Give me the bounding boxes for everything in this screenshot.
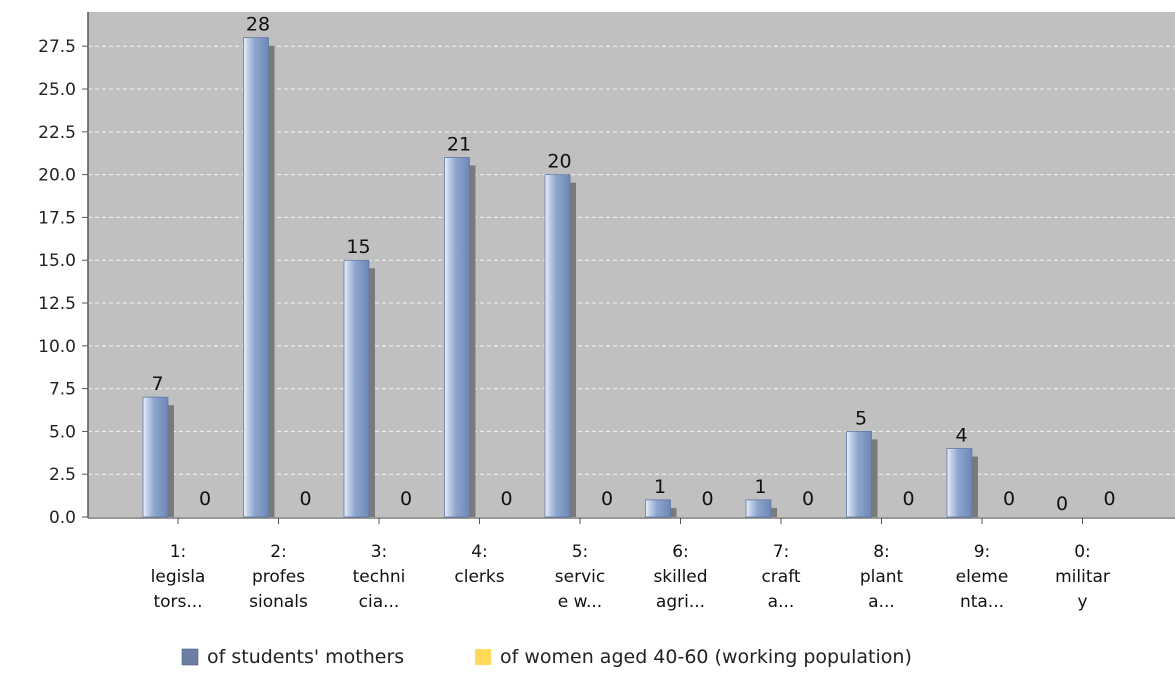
data-label: 0 [500,488,512,510]
data-label: 20 [547,151,571,173]
bar-2 [243,37,269,518]
axes: 0.0 2.5 5.0 7.5 10.0 12.5 15.0 17.5 20.0 22.5 25.0… [38,12,1175,528]
data-label: 0 [299,488,311,510]
x-tick-label: servic [555,567,605,587]
data-label: 4 [955,425,967,447]
data-label: 1 [654,476,666,498]
data-label: 0 [1003,488,1015,510]
x-tick-label: tors... [153,592,202,612]
x-tick-label: 4: [471,542,488,562]
x-tick-label: y [1077,592,1087,612]
bar-7 [745,499,772,518]
x-tick-label: e w... [558,592,602,612]
x-tick-label: clerks [454,567,504,587]
legend-label-series-1: of students' mothers [207,646,404,668]
data-label: 5 [855,407,867,429]
bars [142,37,978,518]
y-tick-label: 5.0 [49,422,76,442]
x-tick-label: profes [252,567,305,587]
x-tick-label: 6: [672,542,689,562]
x-tick-label: a... [768,592,795,612]
x-tick-label: 5: [572,542,589,562]
bar-4 [444,157,470,518]
x-tick-label: militar [1055,567,1110,587]
bar-3 [343,259,370,518]
x-tick-label: 2: [270,542,287,562]
data-label: 7 [151,373,163,395]
data-label: 0 [902,488,914,510]
x-tick-label: 8: [873,542,890,562]
x-tick-label: 1: [170,542,187,562]
x-tick-label: craft [761,567,800,587]
x-tick-label: eleme [956,567,1009,587]
bar-5 [544,174,571,518]
x-tick-label: 7: [773,542,790,562]
x-tick-label: 3: [371,542,388,562]
category-labels: 1: legisla tors... 2: profes sionals 3: techni c… [151,542,1110,612]
legend-swatch-series-1 [181,648,199,666]
x-tick-label: skilled [653,567,707,587]
legend-swatch-series-2 [475,649,491,665]
bar-6 [645,499,671,518]
data-label: 1 [754,476,766,498]
grid-lines [88,45,1175,475]
data-label: 21 [447,134,471,156]
legend: of students' mothers of women aged 40-60 … [181,646,912,668]
bar-9 [946,448,973,518]
legend-label-series-2: of women aged 40-60 (working population) [500,646,912,668]
bar-8 [846,431,872,518]
data-label: 0 [199,488,211,510]
x-tick-label: a... [868,592,895,612]
x-tick-label: techni [353,567,406,587]
data-label: 0 [802,488,814,510]
data-label: 0 [400,488,412,510]
data-label: 28 [246,14,270,36]
data-label: 0 [601,488,613,510]
x-tick-label: cia... [359,592,400,612]
y-tick-label: 7.5 [49,380,76,400]
y-tick-label: 25.0 [38,80,76,100]
x-tick-label: 9: [974,542,991,562]
x-tick-label: 0: [1074,542,1091,562]
y-tick-label: 2.5 [49,465,76,485]
data-label: 0 [1056,493,1068,515]
x-tick-label: sionals [249,592,308,612]
y-tick-label: 10.0 [38,337,76,357]
y-tick-label: 0.0 [49,508,76,528]
y-tick-label: 22.5 [38,123,76,143]
data-label: 0 [701,488,713,510]
bar-1 [142,396,169,518]
y-tick-label: 15.0 [38,251,76,271]
data-label: 0 [1103,488,1115,510]
x-tick-label: nta... [960,592,1004,612]
x-tick-label: agri... [656,592,705,612]
x-tick-label: legisla [151,567,206,587]
y-tick-label: 12.5 [38,294,76,314]
y-tick-label: 27.5 [38,37,76,57]
y-tick-label: 17.5 [38,208,76,228]
y-tick-label: 20.0 [38,166,76,186]
x-tick-label: plant [860,567,904,587]
data-label: 15 [346,236,370,258]
